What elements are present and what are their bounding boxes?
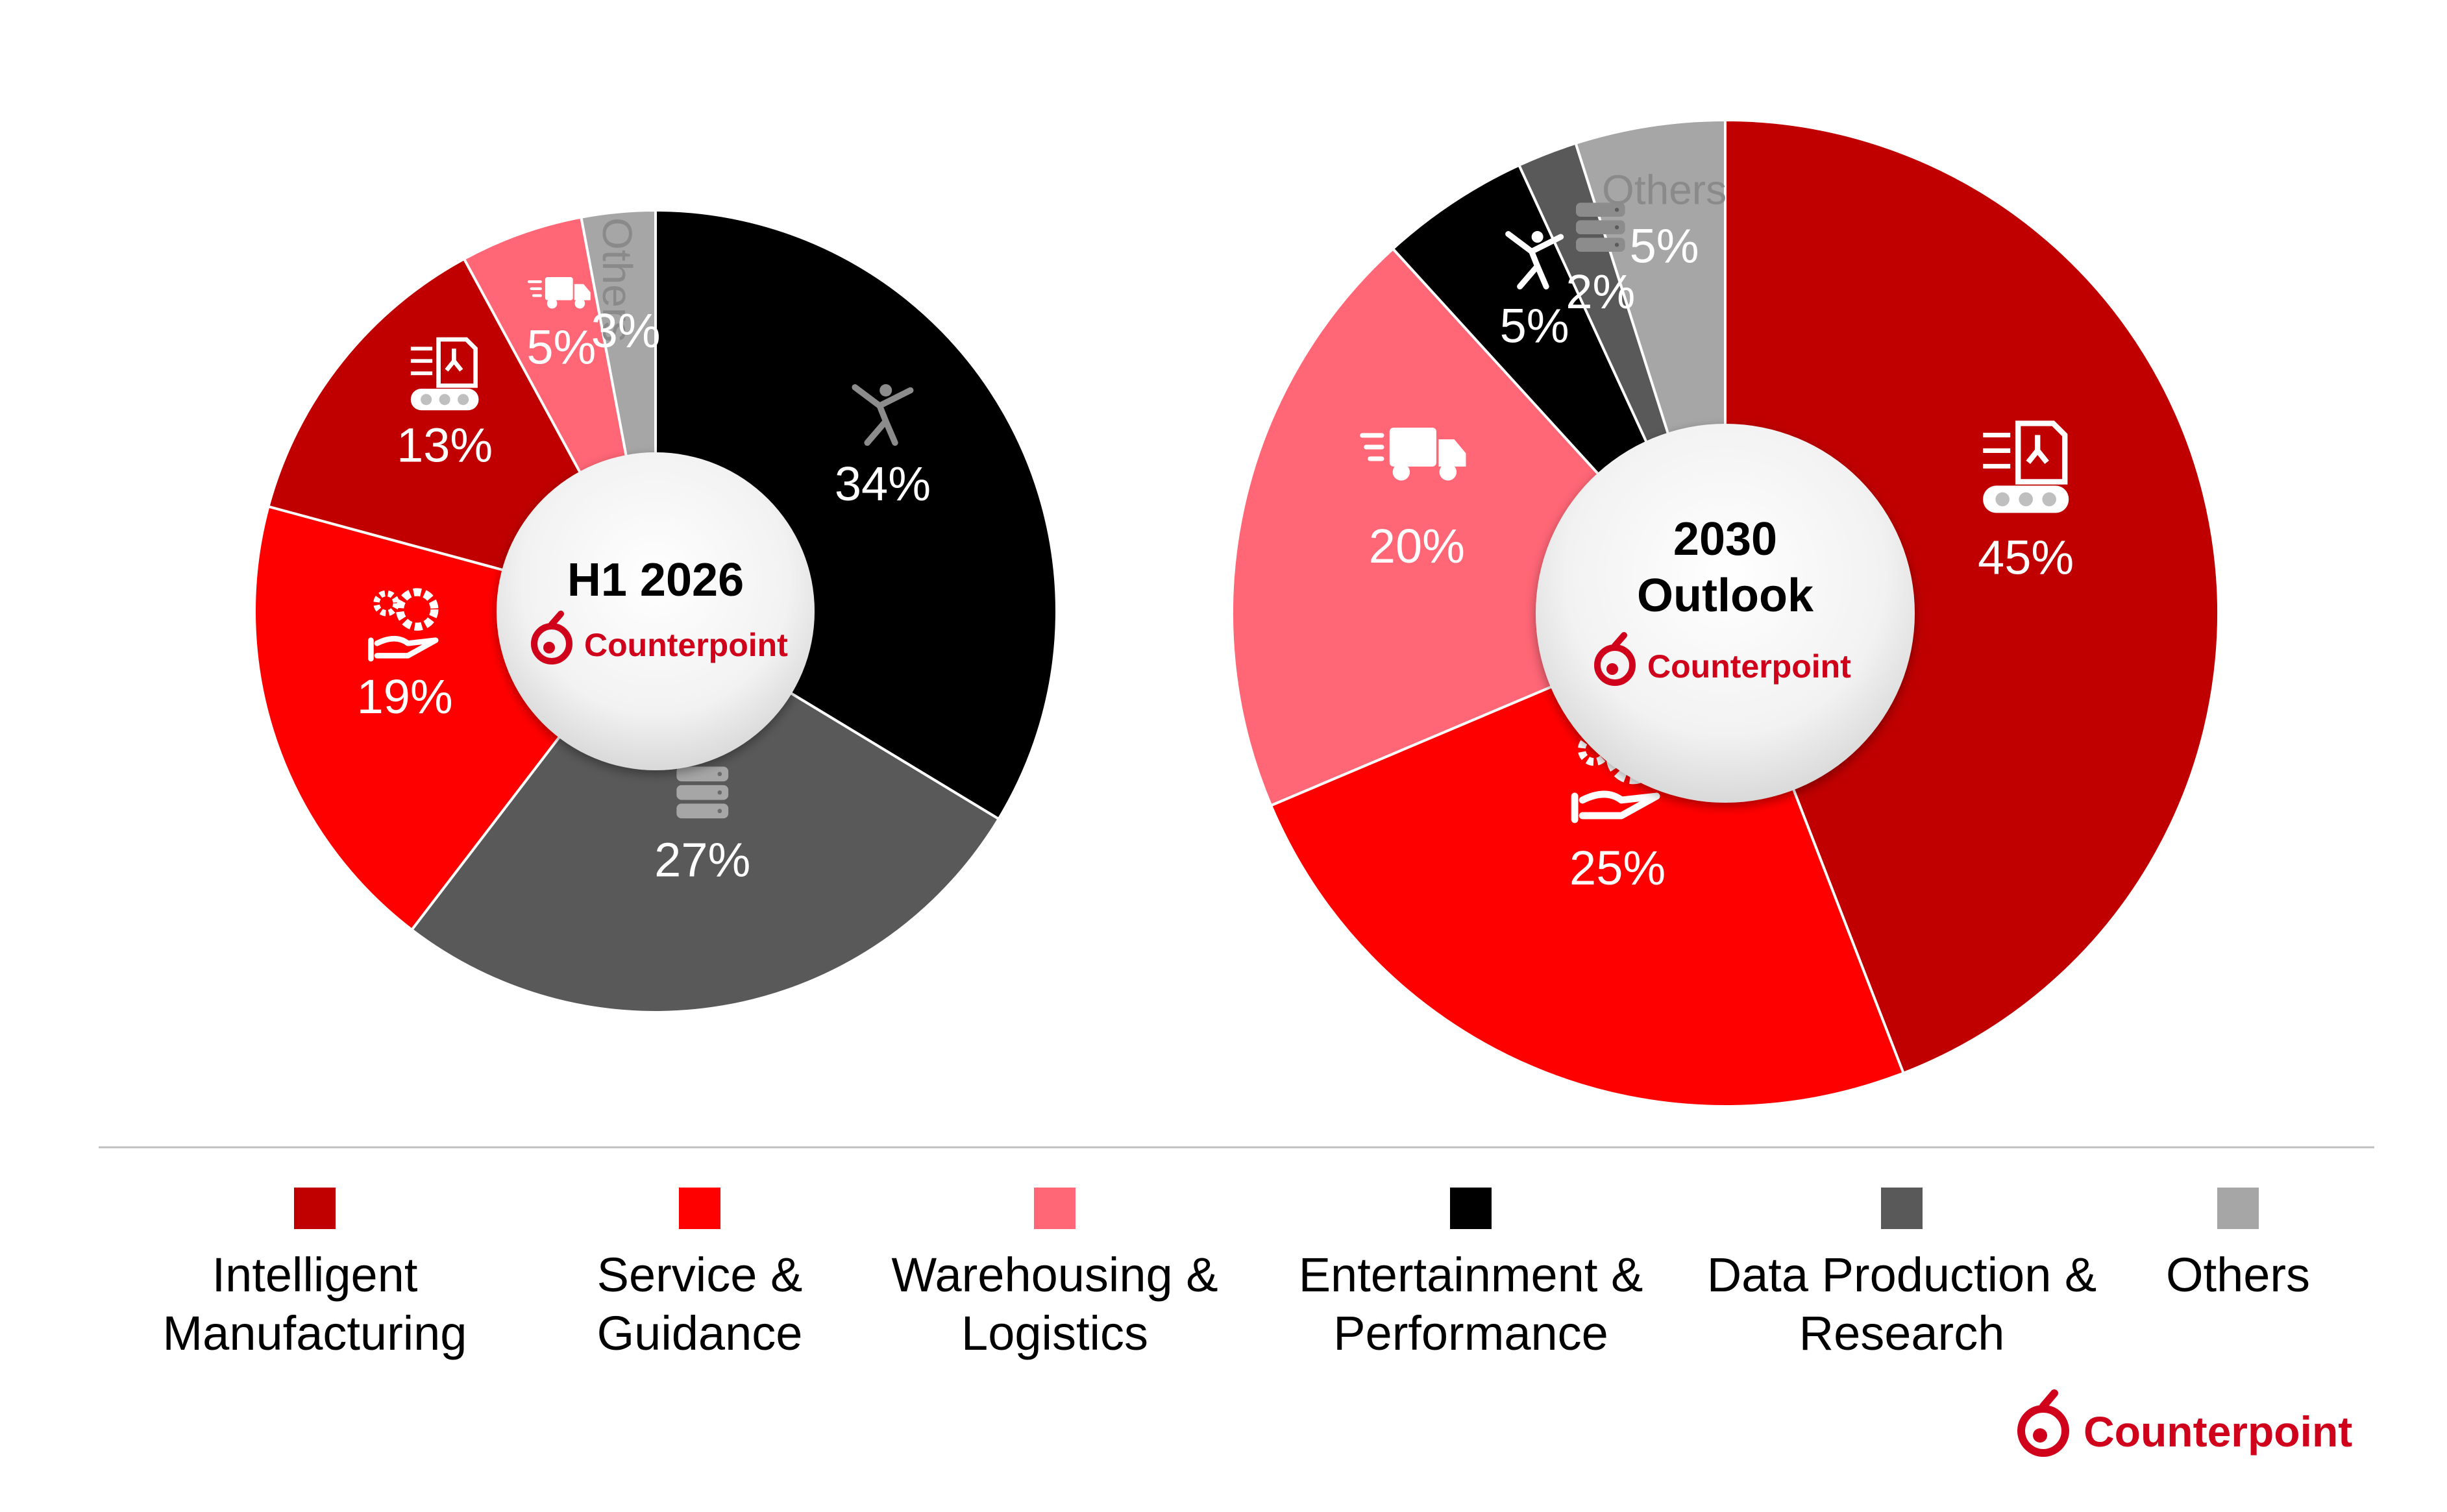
legend-swatch (1881, 1188, 1923, 1229)
brand-name: Counterpoint (1647, 648, 1851, 685)
legend-swatch (294, 1188, 336, 1229)
legend-label: Others (2166, 1248, 2310, 1302)
legend-item-service-and-guidance: Service &Guidance (597, 1188, 803, 1360)
center-hub (497, 452, 815, 770)
pie-slice-intelligent-manufacturing (1724, 118, 2220, 1075)
legend-item-data-production-and-research: Data Production &Research (1707, 1188, 2097, 1360)
legend-swatch (2217, 1188, 2259, 1229)
slice-percent-label: 19% (357, 670, 453, 724)
legend-label: Entertainment & (1299, 1248, 1643, 1302)
slice-percent-label: 20% (1369, 519, 1465, 573)
database-icon (676, 766, 729, 819)
dancer-icon (1505, 231, 1564, 290)
legend-swatch (679, 1188, 720, 1229)
slice-percent-label: 2% (1566, 265, 1635, 319)
pie-2030-outlook-center: 2030 Outlook Counterpoint (1536, 424, 1915, 803)
dancer-icon (852, 384, 914, 446)
legend-label: Manufacturing (163, 1306, 467, 1360)
database-icon (1576, 202, 1625, 252)
legend-item-others: Others (2166, 1188, 2310, 1302)
legend-label: Research (1799, 1306, 2005, 1360)
factory-robot-icon (410, 337, 479, 411)
pie-h1-2026-center: H1 2026 Counterpoint (497, 452, 815, 770)
legend-swatch (1450, 1188, 1492, 1229)
legend-item-warehousing-and-logistics: Warehousing &Logistics (891, 1188, 1218, 1360)
slice-percent-label: 5% (526, 320, 596, 374)
center-hub (1536, 424, 1915, 803)
delivery-truck-icon (1360, 427, 1466, 481)
legend-label: Warehousing & (891, 1248, 1218, 1302)
footer-brand-name: Counterpoint (2084, 1408, 2352, 1456)
pie-2030-outlook-labels: 45% 25% 20% 5%2% Others 5% (1360, 166, 2074, 895)
slice-percent-label: 5% (1630, 219, 1699, 273)
center-title: H1 2026 (567, 554, 744, 606)
center-title-line1: 2030 (1673, 513, 1777, 565)
legend-label: Service & (597, 1248, 803, 1302)
slice-percent-label: 27% (654, 833, 750, 887)
slice-percent-label: 13% (397, 418, 493, 472)
counterpoint-logo: Counterpoint (1594, 632, 1851, 686)
others-slice-name: Others (594, 217, 641, 342)
factory-robot-icon (1983, 421, 2069, 513)
legend-label: Logistics (961, 1306, 1148, 1360)
delivery-truck-icon (527, 277, 591, 309)
slice-percent-label: 34% (835, 457, 931, 511)
legend-label: Guidance (597, 1306, 803, 1360)
slice-percent-label: 45% (1978, 530, 2074, 584)
slice-percent-label: 3% (591, 304, 661, 358)
footer-counterpoint-logo: Counterpoint (2017, 1389, 2352, 1457)
slice-percent-label: 25% (1569, 841, 1666, 895)
others-slice-name: Others (1602, 166, 1727, 213)
slice-percent-label: 5% (1500, 299, 1569, 353)
center-title-line2: Outlook (1637, 570, 1814, 622)
legend-item-entertainment-and-performance: Entertainment &Performance (1299, 1188, 1643, 1360)
legend-swatch (1034, 1188, 1076, 1229)
legend-label: Performance (1333, 1306, 1608, 1360)
legend-label: Data Production & (1707, 1248, 2097, 1302)
brand-name: Counterpoint (584, 627, 788, 663)
legend-label: Intelligent (212, 1248, 418, 1302)
pie-slice-warehousing-and-logistics (1231, 247, 1728, 807)
counterpoint-logo: Counterpoint (531, 611, 788, 665)
